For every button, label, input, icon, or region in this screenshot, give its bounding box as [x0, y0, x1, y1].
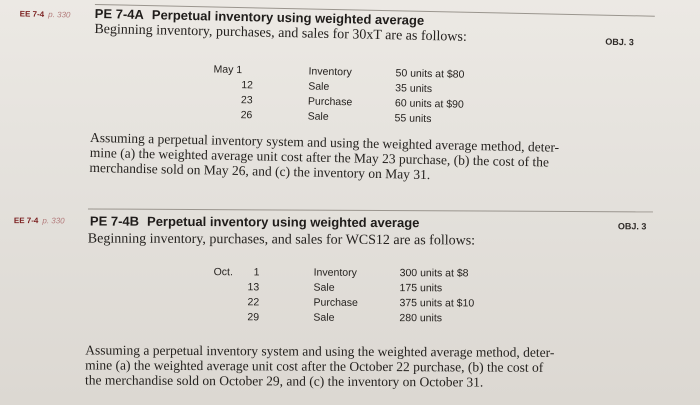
ref-page: p. 330 [48, 10, 71, 20]
row-detail: 175 units [399, 282, 443, 295]
problem-instructions: Assuming a perpetual inventory system an… [85, 342, 665, 390]
row-date: 26 [240, 109, 253, 122]
row-detail: 375 units at $10 [399, 297, 475, 310]
example-exercise-ref: EE 7-4 p. 330 [20, 9, 71, 19]
row-type: Inventory [313, 266, 357, 279]
inventory-table: May 1 Inventory 50 units at $80 12 Sale … [212, 62, 503, 128]
table-row: Oct. 1 Inventory 300 units at $8 [214, 265, 514, 282]
row-day: 22 [247, 296, 260, 309]
row-detail: 300 units at $8 [399, 267, 469, 280]
ref-code: EE 7-4 [13, 216, 39, 226]
row-detail: 280 units [399, 312, 443, 325]
row-day: 29 [247, 311, 260, 324]
row-detail: 50 units at $80 [395, 67, 465, 81]
inventory-table: Oct. 1 Inventory 300 units at $8 13 Sale… [213, 265, 513, 327]
row-type: Sale [313, 311, 335, 324]
instruction-line: the merchandise sold on October 29, and … [85, 372, 484, 390]
problem-pe-7-4a: EE 7-4 p. 330 PE 7-4A Perpetual inventory … [0, 0, 700, 182]
row-day: 1 [253, 266, 260, 279]
row-type: Inventory [308, 65, 352, 79]
row-type: Sale [313, 281, 335, 294]
problem-code: PE 7-4A [94, 5, 145, 23]
row-type: Sale [308, 80, 330, 93]
divider-rule [87, 208, 653, 213]
row-date: 23 [240, 94, 253, 107]
row-detail: 35 units [395, 82, 433, 96]
table-row: 22 Purchase 375 units at $10 [213, 295, 513, 312]
problem-title: PE 7-4B Perpetual inventory using weighte… [90, 213, 420, 230]
ref-page: p. 330 [42, 216, 65, 226]
example-exercise-ref: EE 7-4 p. 330 [14, 216, 65, 225]
row-day: 13 [247, 281, 260, 294]
problem-intro: Beginning inventory, purchases, and sale… [87, 231, 476, 249]
row-month: Oct. [213, 266, 233, 279]
problem-instructions: Assuming a perpetual inventory system an… [89, 130, 670, 187]
row-date: May 1 [213, 63, 243, 77]
problem-pe-7-4b: EE 7-4 p. 330 PE 7-4B Perpetual inventory … [0, 205, 700, 390]
row-detail: 55 units [394, 112, 432, 126]
row-type: Sale [307, 110, 329, 123]
table-row: 29 Sale 280 units [213, 310, 513, 327]
objective-label: OBJ. 3 [605, 36, 634, 48]
row-detail: 60 units at $90 [394, 97, 464, 111]
problem-code: PE 7-4B [89, 213, 140, 229]
row-type: Purchase [307, 95, 353, 109]
objective-label: OBJ. 3 [617, 221, 647, 232]
row-type: Purchase [313, 296, 358, 309]
ref-code: EE 7-4 [19, 9, 45, 19]
table-row: 13 Sale 175 units [214, 280, 514, 297]
row-date: 12 [241, 79, 254, 92]
problem-title-text: Perpetual inventory using weighted avera… [147, 213, 420, 231]
